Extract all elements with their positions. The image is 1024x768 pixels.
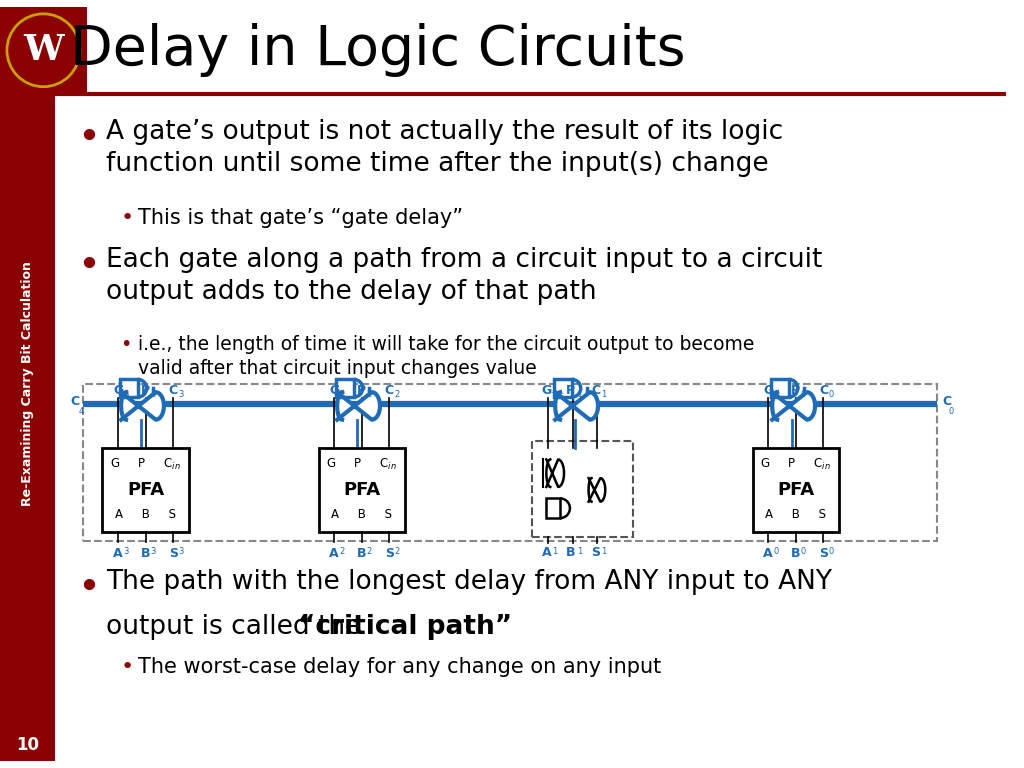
Text: PFA: PFA <box>343 481 380 499</box>
Bar <box>0 7 87 94</box>
Text: P: P <box>141 384 151 397</box>
Text: S: S <box>591 546 600 559</box>
Text: 2: 2 <box>394 548 399 556</box>
Text: A     B     S: A B S <box>765 508 826 521</box>
Text: Delay in Logic Circuits: Delay in Logic Circuits <box>70 23 686 78</box>
Text: B: B <box>141 548 151 561</box>
Text: A: A <box>542 546 551 559</box>
Bar <box>0 730 55 761</box>
Text: 0: 0 <box>828 548 834 556</box>
Polygon shape <box>772 392 815 419</box>
Text: P: P <box>792 384 801 397</box>
Text: •: • <box>120 335 131 354</box>
Text: The path with the longest delay from ANY input to ANY: The path with the longest delay from ANY… <box>106 569 833 595</box>
Text: G: G <box>542 384 552 397</box>
Text: 3: 3 <box>123 548 128 556</box>
Text: “critical path”: “critical path” <box>298 614 512 640</box>
Bar <box>771 379 788 397</box>
Text: G: G <box>763 384 773 397</box>
Text: G     P     C$_{in}$: G P C$_{in}$ <box>327 457 397 472</box>
Text: 3: 3 <box>151 390 156 399</box>
Polygon shape <box>121 392 164 419</box>
Text: 1: 1 <box>552 548 557 556</box>
Text: S: S <box>169 548 178 561</box>
Text: Each gate along a path from a circuit input to a circuit
output adds to the dela: Each gate along a path from a circuit in… <box>106 247 822 305</box>
Text: 2: 2 <box>339 390 344 399</box>
Text: 2: 2 <box>394 390 399 399</box>
Polygon shape <box>337 392 380 419</box>
Bar <box>547 498 560 518</box>
Text: •: • <box>77 119 100 157</box>
Text: This is that gate’s “gate delay”: This is that gate’s “gate delay” <box>138 207 463 227</box>
Text: Re-Examining Carry Bit Calculation: Re-Examining Carry Bit Calculation <box>22 262 34 506</box>
Text: output is called the: output is called the <box>106 614 370 640</box>
Text: A: A <box>114 548 123 561</box>
Text: 0: 0 <box>773 548 778 556</box>
Text: G: G <box>329 384 339 397</box>
Text: 0: 0 <box>801 548 806 556</box>
Text: 2: 2 <box>367 548 372 556</box>
Text: P: P <box>357 384 367 397</box>
Bar <box>83 384 937 541</box>
Bar <box>120 379 138 397</box>
Text: 0: 0 <box>801 390 806 399</box>
Text: G: G <box>113 384 123 397</box>
Text: PFA: PFA <box>127 481 164 499</box>
Text: 3: 3 <box>178 390 183 399</box>
Text: 0: 0 <box>948 407 953 416</box>
Text: S: S <box>385 548 394 561</box>
Text: 3: 3 <box>151 548 156 556</box>
Text: 2: 2 <box>367 390 372 399</box>
Text: 1: 1 <box>601 548 606 556</box>
Text: 1: 1 <box>577 548 582 556</box>
Text: PFA: PFA <box>777 481 814 499</box>
Text: W: W <box>24 33 63 68</box>
Bar <box>0 7 55 761</box>
Polygon shape <box>547 459 564 487</box>
Bar <box>318 449 404 531</box>
Text: P: P <box>566 384 575 397</box>
Text: 1: 1 <box>601 390 606 399</box>
Text: B: B <box>791 548 801 561</box>
Text: B: B <box>566 546 575 559</box>
Text: S: S <box>819 548 828 561</box>
Text: 3: 3 <box>123 390 128 399</box>
Text: 0: 0 <box>773 390 778 399</box>
Text: 1: 1 <box>552 390 557 399</box>
Text: •: • <box>120 207 133 227</box>
Bar <box>102 449 188 531</box>
Bar <box>531 442 633 537</box>
Bar <box>554 379 571 397</box>
Text: A: A <box>330 548 339 561</box>
Text: C: C <box>385 384 394 397</box>
Text: A     B     S: A B S <box>115 508 176 521</box>
Text: 3: 3 <box>178 548 183 556</box>
Text: G     P     C$_{in}$: G P C$_{in}$ <box>111 457 181 472</box>
Text: 1: 1 <box>577 390 582 399</box>
Text: i.e., the length of time it will take for the circuit output to become
valid aft: i.e., the length of time it will take fo… <box>138 335 755 378</box>
Text: 0: 0 <box>828 390 834 399</box>
Text: C: C <box>942 396 951 409</box>
Bar <box>336 379 354 397</box>
Text: 4: 4 <box>79 407 84 416</box>
Text: •: • <box>77 247 100 285</box>
Text: •: • <box>77 569 100 607</box>
Bar <box>753 449 839 531</box>
Text: C: C <box>71 396 80 409</box>
Text: C: C <box>591 384 600 397</box>
Text: C: C <box>169 384 178 397</box>
Text: A gate’s output is not actually the result of its logic
function until some time: A gate’s output is not actually the resu… <box>106 119 783 177</box>
Text: G     P     C$_{in}$: G P C$_{in}$ <box>761 457 831 472</box>
Text: •: • <box>120 657 133 677</box>
Text: A     B     S: A B S <box>331 508 392 521</box>
Polygon shape <box>555 392 598 419</box>
Text: C: C <box>819 384 828 397</box>
Text: B: B <box>357 548 367 561</box>
Text: The worst-case delay for any change on any input: The worst-case delay for any change on a… <box>138 657 662 677</box>
Text: 10: 10 <box>16 737 39 754</box>
Text: A: A <box>763 548 773 561</box>
Polygon shape <box>589 478 605 502</box>
Text: 2: 2 <box>339 548 344 556</box>
